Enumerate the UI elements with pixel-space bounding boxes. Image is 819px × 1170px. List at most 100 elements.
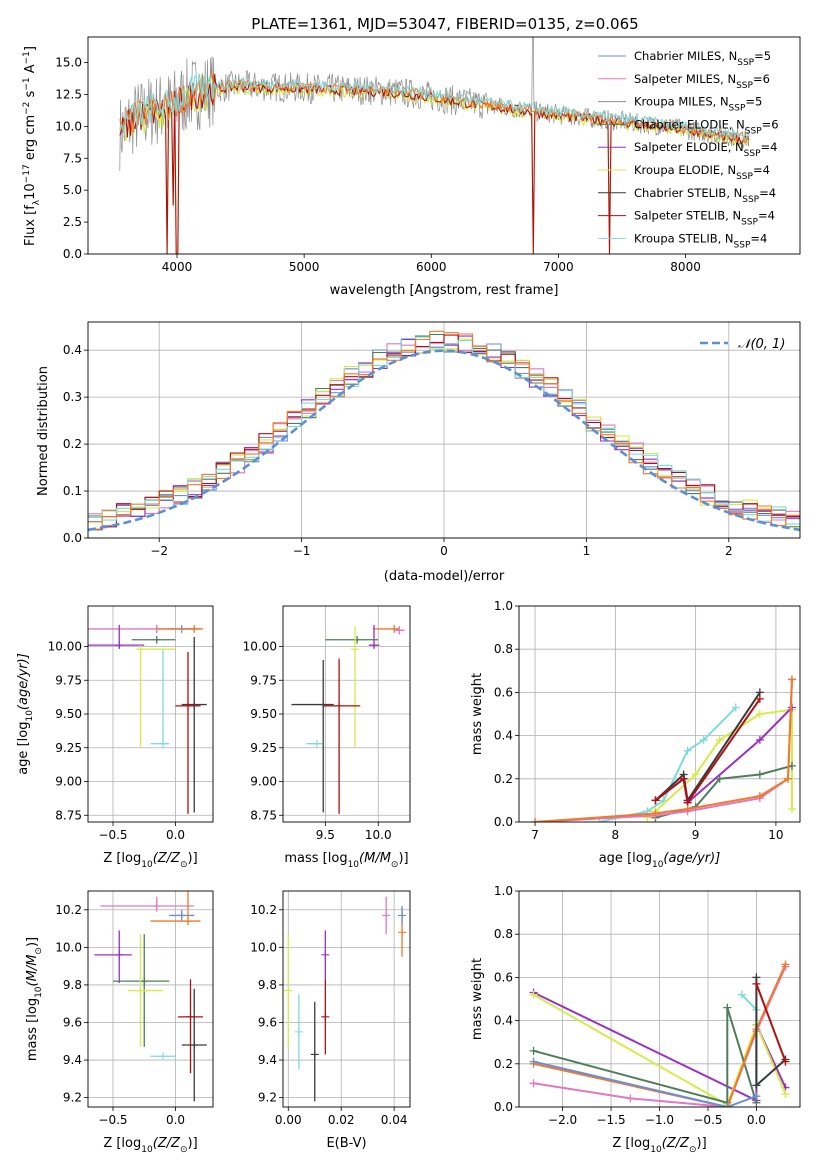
y-tick-label: 1.0	[494, 884, 513, 898]
label-part: (Z/Z	[153, 1136, 181, 1151]
plot-area	[88, 330, 800, 532]
x-axis-label: Z [log10(Z/Z⊙)]	[103, 1136, 197, 1155]
point-marker	[395, 626, 404, 635]
label-part: SSP	[741, 218, 758, 228]
x-tick-label: 0.00	[275, 1113, 302, 1127]
y-tick-label: 5.0	[63, 183, 82, 197]
x-tick-label: 0.04	[381, 1113, 408, 1127]
axes-frame	[87, 605, 214, 823]
point-marker	[321, 1012, 330, 1021]
label-part: ⊙	[180, 860, 188, 870]
label-part: 10	[652, 860, 664, 870]
point-marker	[190, 1041, 199, 1050]
y-tick-label: 0.4	[63, 343, 82, 357]
label-part: erg cm	[23, 115, 38, 164]
x-tick-label: −1.0	[645, 1113, 674, 1127]
x-tick-label: 10.0	[365, 828, 392, 842]
y-tick-label: 7.5	[63, 151, 82, 165]
error-point	[181, 637, 207, 813]
plot-area	[291, 624, 405, 814]
error-point	[291, 660, 334, 813]
y-tick-label: 0.0	[494, 815, 513, 829]
point-marker	[284, 986, 293, 995]
series-marker	[731, 703, 740, 712]
axes-frame	[87, 890, 214, 1108]
y-tick-label: 0.2	[494, 772, 513, 786]
plot-area	[94, 891, 207, 1102]
series-marker	[651, 809, 660, 818]
series-marker	[781, 960, 790, 969]
label-part: 10	[141, 1145, 153, 1155]
point-marker	[321, 950, 330, 959]
label-part: 10	[23, 183, 38, 200]
plot-area	[284, 896, 407, 1102]
series-marker	[715, 735, 724, 744]
label-part: Flux [f	[23, 205, 38, 246]
point-marker	[353, 635, 362, 644]
series-marker	[781, 1090, 790, 1099]
point-marker	[184, 917, 192, 926]
x-tick-label: 4000	[162, 260, 193, 274]
y-tick-label: 0.3	[63, 390, 82, 404]
label-part: =6	[753, 72, 770, 86]
residual-histogram-panel: −2 −1 0 1 2 0.0 0.1 0.2 0.3 0.4 𝒩(0, 1) (data-model…	[36, 321, 801, 584]
series-marker	[679, 774, 688, 783]
x-axis-label: Z [log10(Z/Z⊙)]	[612, 1136, 706, 1155]
series-marker	[651, 796, 660, 805]
point-marker	[184, 701, 192, 710]
y-tick-label: 0.0	[63, 247, 82, 261]
error-point	[284, 934, 293, 1047]
series-line	[533, 993, 787, 1107]
point-marker	[159, 739, 167, 748]
point-marker	[398, 911, 407, 920]
series-marker	[723, 1103, 732, 1107]
point-marker	[186, 1012, 195, 1021]
error-point	[178, 979, 203, 1074]
label-part: Z [log	[612, 1136, 650, 1151]
y-tick-label: 0.4	[494, 729, 513, 743]
error-point	[394, 626, 405, 635]
label-part: E(B-V)	[326, 1136, 366, 1151]
x-tick-label: 0.0	[166, 828, 185, 842]
legend-entry: Kroupa MILES, NSSP=5	[634, 95, 762, 114]
y-tick-label: 9.6	[258, 1015, 277, 1029]
legend-entry: Chabrier STELIB, NSSP=4	[634, 186, 776, 205]
series-marker	[699, 735, 708, 744]
x-tick-label: 7	[531, 828, 539, 842]
label-part: =5	[745, 95, 762, 109]
label-part: (age/yr)]	[663, 851, 720, 866]
y-tick-label: 9.8	[258, 978, 277, 992]
label-part: ⊙	[180, 1145, 188, 1155]
point-marker	[398, 928, 407, 937]
mass-vs-metallicity-panel: −0.5 0.09.29.49.69.810.010.2Z [log10(Z/Z⊙…	[25, 890, 214, 1155]
series-line	[533, 1060, 757, 1107]
label-part: SSP	[736, 81, 753, 91]
error-point	[150, 649, 170, 748]
label-part: =5	[754, 49, 771, 63]
label-part: 10	[141, 860, 153, 870]
label-part: Z [log	[103, 1136, 141, 1151]
y-tick-label: 9.00	[250, 775, 277, 789]
y-tick-label: 0.2	[63, 437, 82, 451]
x-tick-label: 7000	[543, 260, 574, 274]
error-point	[88, 624, 145, 650]
series-marker	[737, 990, 746, 999]
y-tick-label: 0.0	[494, 1100, 513, 1114]
label-part: SSP	[737, 58, 754, 68]
y-tick-label: 9.25	[250, 741, 277, 755]
weight-series	[595, 703, 740, 822]
series-marker	[723, 1003, 732, 1012]
y-axis-label: mass weight	[470, 958, 485, 1040]
series-marker	[691, 770, 700, 779]
series-marker	[626, 1094, 635, 1103]
series-marker	[755, 792, 764, 801]
series-line	[533, 1007, 758, 1105]
point-marker	[350, 645, 359, 654]
point-marker	[382, 911, 391, 920]
axes-frame	[87, 321, 801, 539]
label-part: )]	[188, 851, 198, 866]
y-tick-label: 9.25	[55, 741, 82, 755]
x-tick-label: 0.02	[328, 1113, 355, 1127]
label-part: mass [log	[284, 851, 347, 866]
